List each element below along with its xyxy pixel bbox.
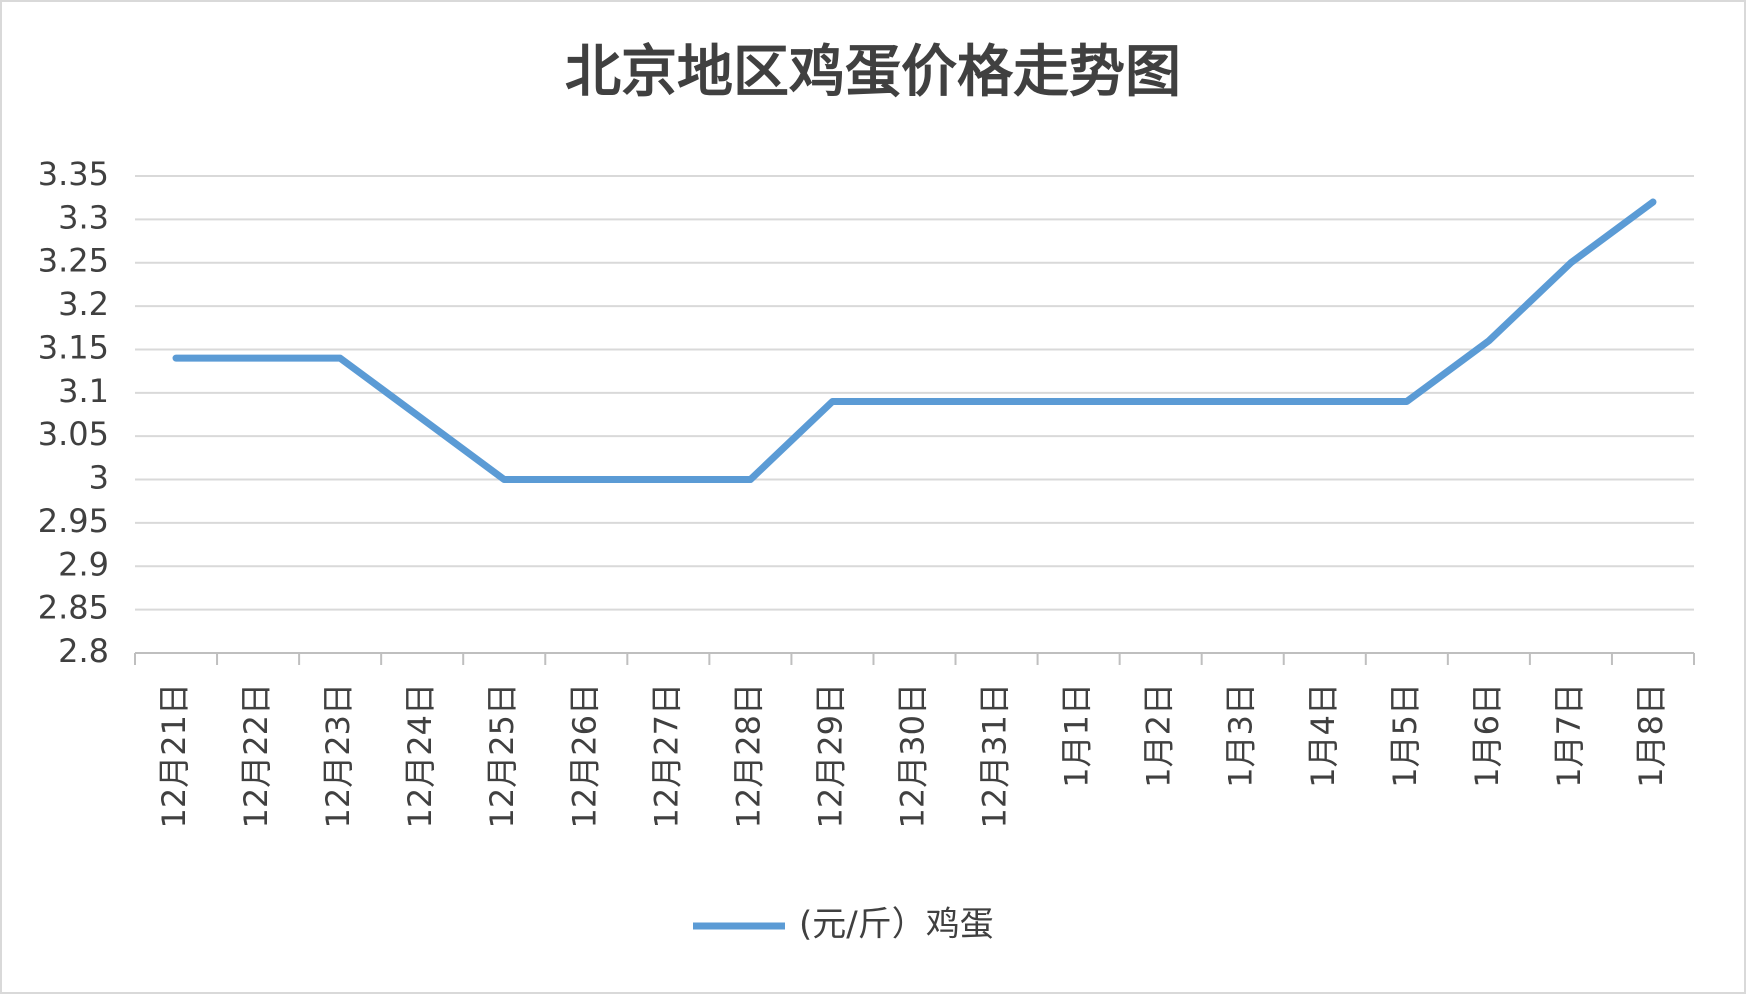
x-tick-label: 1月1日 xyxy=(1058,683,1096,788)
line-series xyxy=(172,198,1657,484)
y-tick-label: 2.85 xyxy=(38,589,109,627)
x-tick-label: 1月5日 xyxy=(1386,683,1424,788)
x-tick-label: 12月21日 xyxy=(155,683,193,828)
x-tick-label: 1月2日 xyxy=(1140,683,1178,788)
x-tick-label: 12月27日 xyxy=(647,683,685,828)
x-tick-label: 12月22日 xyxy=(237,683,275,828)
x-tick-label: 12月30日 xyxy=(894,683,932,828)
y-tick-label: 3.35 xyxy=(38,155,109,193)
x-tick-label: 12月26日 xyxy=(565,683,603,828)
y-tick-label: 2.95 xyxy=(38,502,109,540)
x-tick-label: 12月25日 xyxy=(483,683,521,828)
x-tick-label: 1月4日 xyxy=(1304,683,1342,788)
x-tick-label: 1月6日 xyxy=(1468,683,1506,788)
x-tick-label: 1月3日 xyxy=(1222,683,1260,788)
y-tick-label: 3.25 xyxy=(38,242,109,280)
x-tick-label: 12月31日 xyxy=(976,683,1014,828)
y-tick-label: 3 xyxy=(89,459,109,497)
x-tick-label: 1月7日 xyxy=(1550,683,1588,788)
y-tick-label: 3.1 xyxy=(58,372,109,410)
y-tick-label: 2.9 xyxy=(58,545,109,583)
y-tick-label: 3.05 xyxy=(38,415,109,453)
y-tick-label: 3.15 xyxy=(38,328,109,366)
legend-label: (元/斤）鸡蛋 xyxy=(799,905,994,945)
y-tick-label: 3.2 xyxy=(58,285,109,323)
x-tick-label: 12月28日 xyxy=(729,683,767,828)
y-tick-label: 2.8 xyxy=(58,632,109,670)
x-tick-label: 12月24日 xyxy=(401,683,439,828)
chart-title: 北京地区鸡蛋价格走势图 xyxy=(565,40,1181,105)
x-tick-label: 1月8日 xyxy=(1632,683,1670,788)
x-tick-label: 12月23日 xyxy=(319,683,357,828)
x-tick-label: 12月29日 xyxy=(811,683,849,828)
y-tick-label: 3.3 xyxy=(58,198,109,236)
